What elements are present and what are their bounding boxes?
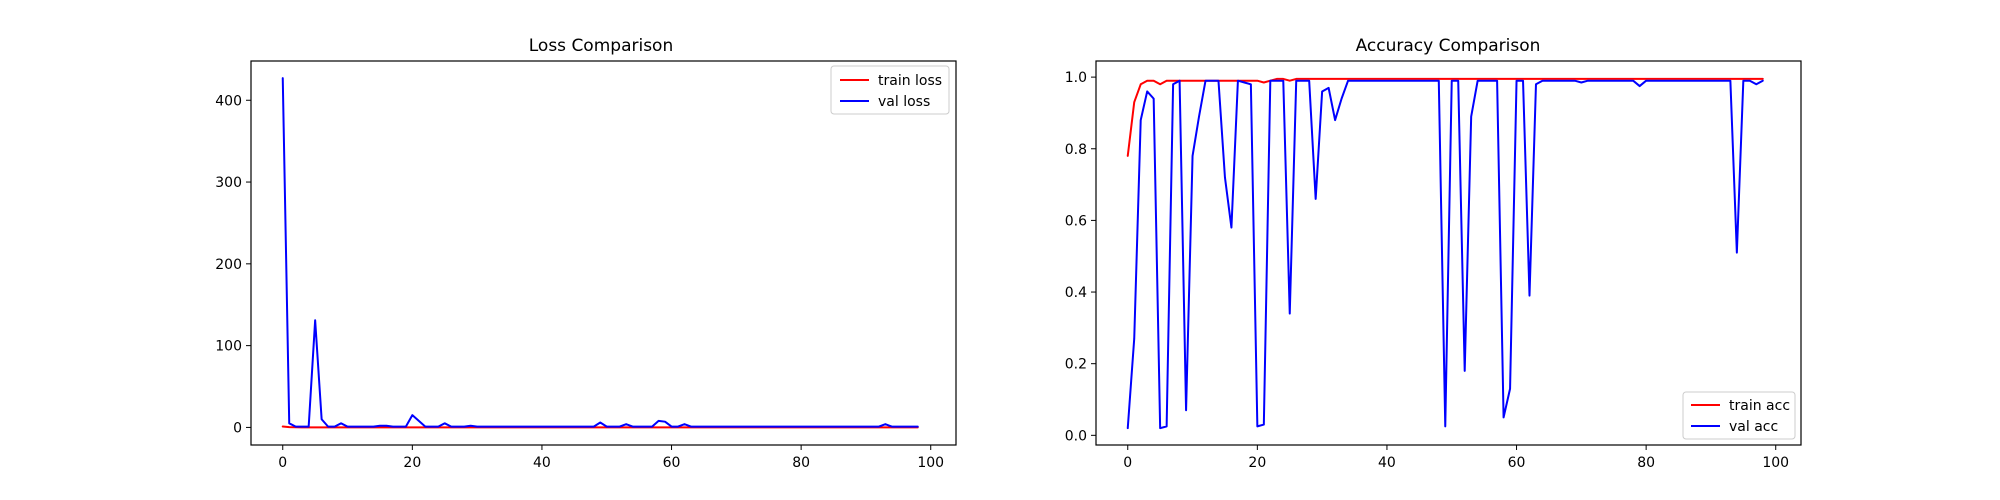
loss-y-tick-label: 300 [215, 175, 242, 191]
accuracy-chart-axes-frame [1095, 60, 1802, 446]
accuracy-y-tick-label: 0.6 [1065, 213, 1087, 229]
loss-y-tick-label: 100 [215, 339, 242, 355]
loss-legend-val-label: val loss [878, 94, 930, 110]
loss-chart-plot-area [281, 77, 919, 429]
accuracy-series-train-line [1126, 77, 1764, 157]
loss-x-tick-label: 40 [533, 455, 551, 471]
loss-series-val-line [281, 77, 919, 428]
loss-chart-ticks: 0 20 40 60 80 100 0 100 200 300 400 [215, 93, 944, 471]
accuracy-x-tick-label: 40 [1378, 455, 1396, 471]
accuracy-series-val-line [1126, 79, 1764, 430]
accuracy-y-tick-label: 0.4 [1065, 285, 1087, 301]
accuracy-chart: Accuracy Comparison 0 20 40 60 80 100 0.0 0.2 0.… [1065, 36, 1802, 471]
accuracy-y-tick-label: 0.8 [1065, 142, 1087, 158]
accuracy-chart-title: Accuracy Comparison [1356, 36, 1541, 56]
loss-chart: Loss Comparison 0 20 40 60 80 100 0 100 200 300 40… [215, 36, 957, 471]
accuracy-chart-ticks: 0 20 40 60 80 100 0.0 0.2 0.4 0.6 0.8 1.0 [1065, 70, 1789, 471]
accuracy-x-tick-label: 20 [1248, 455, 1266, 471]
accuracy-chart-plot-area [1126, 77, 1764, 430]
accuracy-x-tick-label: 80 [1637, 455, 1655, 471]
loss-y-tick-label: 0 [233, 420, 242, 436]
loss-chart-title: Loss Comparison [529, 36, 673, 56]
accuracy-chart-legend: train acc val acc [1682, 391, 1796, 440]
accuracy-x-tick-label: 100 [1762, 455, 1789, 471]
accuracy-y-tick-label: 0.2 [1065, 357, 1087, 373]
loss-y-tick-label: 200 [215, 257, 242, 273]
loss-x-tick-label: 80 [792, 455, 810, 471]
accuracy-y-tick-label: 0.0 [1065, 428, 1087, 444]
accuracy-x-tick-label: 60 [1508, 455, 1526, 471]
loss-y-tick-label: 400 [215, 93, 242, 109]
loss-x-tick-label: 0 [278, 455, 287, 471]
loss-x-tick-label: 100 [917, 455, 944, 471]
accuracy-y-tick-label: 1.0 [1065, 70, 1087, 86]
accuracy-legend-box [1682, 391, 1796, 440]
loss-x-tick-label: 20 [403, 455, 421, 471]
loss-chart-axes-frame [250, 60, 957, 446]
accuracy-legend-train-label: train acc [1729, 398, 1790, 414]
accuracy-x-tick-label: 0 [1123, 455, 1132, 471]
loss-x-tick-label: 60 [663, 455, 681, 471]
accuracy-legend-val-label: val acc [1729, 419, 1778, 435]
loss-legend-train-label: train loss [878, 73, 942, 89]
loss-chart-legend: train loss val loss [830, 65, 950, 115]
